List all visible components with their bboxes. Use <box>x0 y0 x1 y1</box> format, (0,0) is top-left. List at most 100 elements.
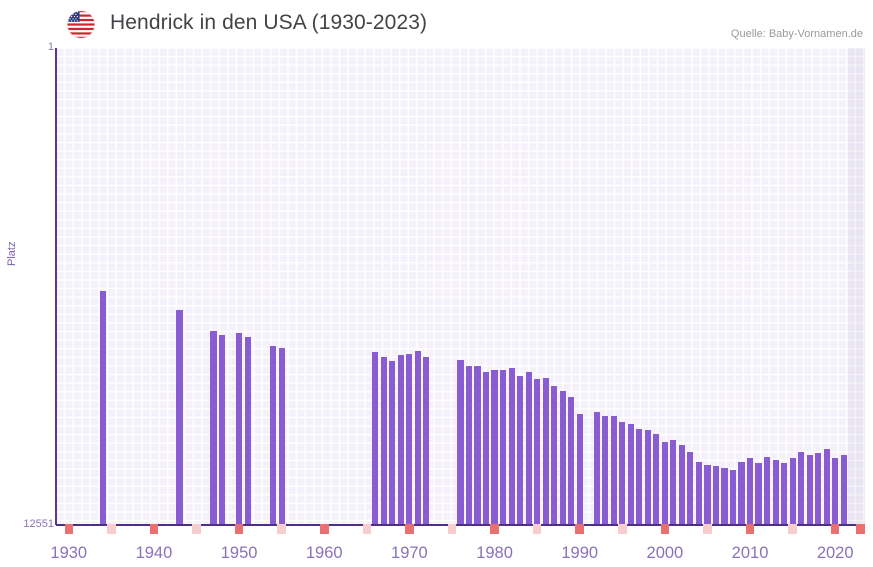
bar[interactable] <box>559 390 566 525</box>
x-axis-tick-label: 1930 <box>50 544 88 562</box>
bar[interactable] <box>670 439 677 525</box>
x-axis-tick-minor <box>107 524 116 534</box>
x-axis-tick-minor <box>532 524 542 534</box>
bar[interactable] <box>414 351 421 525</box>
x-axis-tick-major <box>405 524 414 534</box>
bar[interactable] <box>687 451 694 525</box>
x-axis-tick-minor <box>447 524 457 534</box>
bar[interactable] <box>406 354 413 525</box>
bar[interactable] <box>508 368 515 525</box>
bar[interactable] <box>610 415 617 525</box>
bar[interactable] <box>176 310 183 525</box>
bar[interactable] <box>721 468 728 525</box>
bar[interactable] <box>542 377 549 525</box>
bar[interactable] <box>602 415 609 525</box>
chart-title: Hendrick in den USA (1930-2023) <box>110 11 428 34</box>
y-axis-tick-top: 1 <box>47 41 54 53</box>
bar[interactable] <box>568 396 575 525</box>
x-axis-tick-label: 1940 <box>135 544 173 562</box>
bar[interactable] <box>661 441 668 525</box>
bar[interactable] <box>534 379 541 525</box>
x-axis-line <box>56 524 865 526</box>
x-axis-tick-major <box>234 524 244 534</box>
x-axis-ticks: 1930 1940 1950 1960 1970 1980 1990 2000 2010 2020 <box>50 524 865 567</box>
bar[interactable] <box>653 434 660 525</box>
x-axis-tick-minor <box>192 524 201 534</box>
bar[interactable] <box>636 428 643 525</box>
chart-header: Hendrick in den USA (1930-2023) Quelle: … <box>0 0 873 48</box>
bar[interactable] <box>270 346 277 525</box>
bar[interactable] <box>815 453 822 525</box>
y-axis-line <box>55 48 57 525</box>
bar[interactable] <box>372 352 379 525</box>
bar[interactable] <box>551 386 558 525</box>
bar[interactable] <box>423 356 430 525</box>
x-axis-tick-label: 1950 <box>220 544 258 562</box>
bar[interactable] <box>678 445 685 525</box>
bar[interactable] <box>729 469 737 525</box>
x-axis-tick-major <box>745 524 755 534</box>
y-axis-tick-bottom: 12551 <box>23 518 54 530</box>
bar[interactable] <box>210 331 217 525</box>
x-axis-tick-minor <box>703 524 712 534</box>
bar[interactable] <box>525 371 532 525</box>
bar[interactable] <box>218 334 226 525</box>
x-axis-tick-label: 1970 <box>391 544 428 562</box>
bar[interactable] <box>619 421 626 525</box>
x-axis-tick-minor <box>277 524 286 534</box>
x-axis-tick-minor <box>618 524 627 534</box>
us-flag-icon <box>66 10 96 39</box>
bar[interactable] <box>840 454 847 525</box>
bar[interactable] <box>236 333 243 525</box>
bar[interactable] <box>823 448 830 525</box>
x-axis-tick-label: 1960 <box>305 544 343 562</box>
bar[interactable] <box>764 456 771 525</box>
bar[interactable] <box>832 458 839 525</box>
bar[interactable] <box>755 463 762 525</box>
bar[interactable] <box>491 370 498 525</box>
bar[interactable] <box>627 423 634 525</box>
x-axis-tick-end <box>856 524 865 534</box>
y-axis-title: Platz <box>6 241 18 266</box>
x-axis-tick-minor <box>788 524 797 534</box>
bar[interactable] <box>474 366 481 525</box>
bar[interactable] <box>695 461 702 525</box>
bar[interactable] <box>772 460 779 525</box>
x-axis-tick-major <box>490 524 499 534</box>
bar[interactable] <box>798 451 805 525</box>
plot-area <box>56 48 865 525</box>
bar[interactable] <box>789 457 796 525</box>
x-axis-tick-label: 1990 <box>561 544 599 562</box>
bar[interactable] <box>746 458 754 525</box>
bar[interactable] <box>278 348 285 525</box>
bar[interactable] <box>457 360 464 525</box>
x-axis-tick-major <box>319 524 329 534</box>
source-credit: Quelle: Baby-Vornamen.de <box>730 28 863 40</box>
bar[interactable] <box>99 291 106 525</box>
bar[interactable] <box>500 370 507 525</box>
x-axis-tick-major <box>830 524 840 534</box>
x-axis-tick-major <box>575 524 584 534</box>
x-axis-tick-label: 2010 <box>731 544 769 562</box>
bar[interactable] <box>576 413 583 525</box>
x-axis-tick-major <box>149 524 159 534</box>
bar[interactable] <box>482 371 490 525</box>
bar[interactable] <box>389 361 396 525</box>
x-axis-tick-minor <box>362 524 372 534</box>
x-axis-tick-label: 2000 <box>646 544 684 562</box>
bar[interactable] <box>781 463 788 525</box>
bar[interactable] <box>397 355 404 525</box>
bar[interactable] <box>380 356 387 525</box>
bar[interactable] <box>644 429 651 525</box>
bar[interactable] <box>244 336 251 525</box>
bar[interactable] <box>738 461 745 525</box>
bar[interactable] <box>704 465 711 525</box>
bar[interactable] <box>517 375 524 525</box>
bars-layer <box>56 48 865 525</box>
bar[interactable] <box>593 412 600 525</box>
bar[interactable] <box>465 366 473 525</box>
x-axis-tick-major <box>660 524 670 534</box>
bar[interactable] <box>712 466 720 525</box>
bar[interactable] <box>806 454 813 525</box>
